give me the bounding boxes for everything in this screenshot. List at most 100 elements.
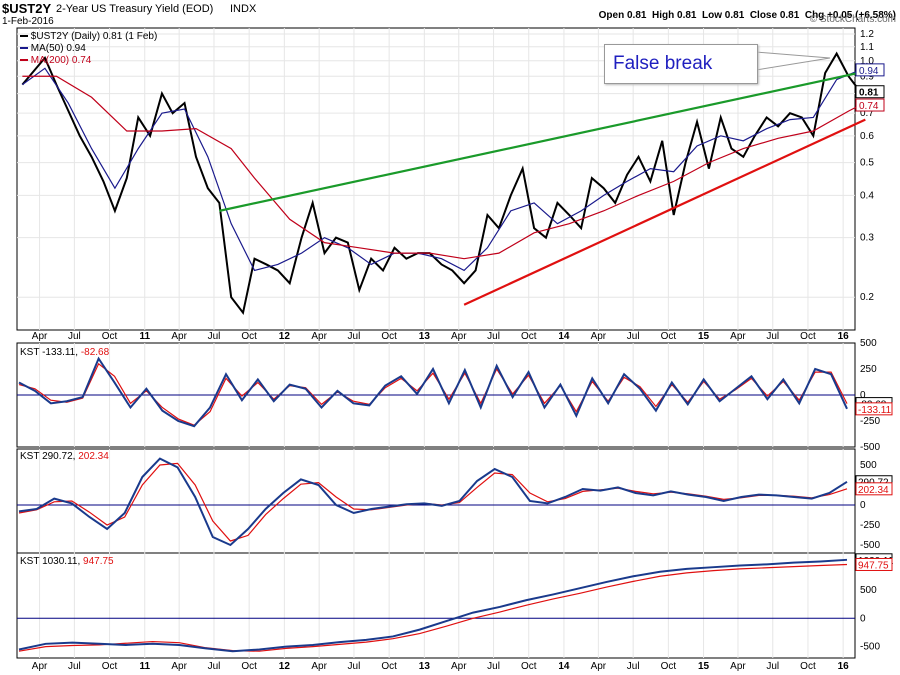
kst2-series-0 (18, 457, 848, 547)
legend-ma200: MA(200) 0.74 (20, 55, 91, 66)
legend-price-swatch (20, 35, 28, 38)
x-tick-label-0-1: Jul (68, 331, 81, 342)
x-tick-label-1-9: Jul (348, 661, 361, 672)
price-y-tick-9: 0.3 (860, 233, 874, 244)
kst1-label: KST (20, 347, 40, 358)
kst2-value-a: 290.72 (42, 451, 73, 462)
kst3-y-tick-1: 0 (860, 613, 866, 624)
x-tick-label-0-8: Apr (311, 331, 327, 342)
kst1-y-tick-2: 0 (860, 390, 866, 401)
legend-price: $UST2Y (Daily) 0.81 (1 Feb) (20, 31, 157, 42)
x-tick-label-0-6: Oct (241, 331, 257, 342)
kst1-legend: KST -133.11, -82.68 (20, 347, 110, 358)
x-tick-label-1-10: Oct (381, 661, 397, 672)
kst2-value-b: 202.34 (78, 451, 109, 462)
false-break-pointer (755, 51, 831, 71)
kst2-y-tick-0: 500 (860, 460, 877, 471)
x-tick-label-1-17: Jul (627, 661, 640, 672)
x-tick-label-1-0: Apr (32, 661, 48, 672)
x-tick-label-1-7: 12 (279, 661, 291, 672)
kst3-last-tag-1: 947.75 (858, 560, 889, 571)
x-tick-label-0-20: Apr (730, 331, 746, 342)
x-tick-label-0-21: Jul (766, 331, 779, 342)
x-tick-label-0-4: Apr (171, 331, 187, 342)
x-tick-label-0-5: Jul (208, 331, 221, 342)
legend-price-label: $UST2Y (Daily) 0.81 (1 Feb) (30, 31, 158, 42)
price-last-tag-box-ma50 (855, 63, 885, 77)
watermark: © StockCharts.com (809, 14, 896, 25)
x-tick-label-0-13: Jul (487, 331, 500, 342)
kst1-last-tag-box-1 (855, 402, 893, 416)
x-tick-label-1-5: Jul (208, 661, 221, 672)
x-tick-label-1-15: 14 (558, 661, 570, 672)
kst2-last-tag-box-1 (855, 482, 893, 496)
exchange: INDX (230, 3, 257, 15)
price-y-tick-8: 0.4 (860, 190, 874, 201)
x-tick-label-1-1: Jul (68, 661, 81, 672)
x-tick-label-0-9: Jul (348, 331, 361, 342)
x-tick-label-1-14: Oct (521, 661, 537, 672)
kst1-y-tick-0: 500 (860, 338, 877, 349)
price-y-tick-2: 1.0 (860, 56, 874, 67)
kst3-legend: KST 1030.11, 947.75 (20, 556, 114, 567)
x-tick-label-0-2: Oct (102, 331, 118, 342)
x-tick-label-1-3: 11 (139, 661, 150, 672)
x-tick-label-1-4: Apr (171, 661, 187, 672)
x-tick-label-1-19: 15 (698, 661, 710, 672)
x-tick-label-0-11: 13 (419, 331, 431, 342)
kst1-y-tick-1: 250 (860, 364, 877, 375)
x-tick-label-1-6: Oct (241, 661, 257, 672)
kst3-value-a: 1030.11 (42, 556, 78, 567)
x-tick-label-0-14: Oct (521, 331, 537, 342)
symbol-name: 2-Year US Treasury Yield (EOD) (56, 3, 214, 15)
x-tick-label-0-22: Oct (800, 331, 816, 342)
legend-ma50-label: MA(50) 0.94 (30, 43, 86, 54)
price-last-tag-close: 0.81 (859, 88, 879, 99)
x-tick-label-0-16: Apr (591, 331, 607, 342)
kst3-y-tick-0: 500 (860, 585, 877, 596)
chart-date-text: 1-Feb-2016 (2, 16, 54, 27)
x-tick-label-1-18: Oct (661, 661, 677, 672)
legend-ma200-label: MA(200) 0.74 (30, 55, 92, 66)
x-tick-label-1-8: Apr (311, 661, 327, 672)
x-tick-label-1-22: Oct (800, 661, 816, 672)
price-y-tick-1: 1.1 (860, 42, 874, 53)
chart-date: 1-Feb-2016 (0, 16, 900, 30)
x-tick-label-0-19: 15 (698, 331, 710, 342)
kst3-series-0 (18, 558, 848, 653)
x-tick-label-0-10: Oct (381, 331, 397, 342)
price-y-tick-5: 0.7 (860, 108, 874, 119)
x-tick-label-0-3: 11 (139, 331, 150, 342)
kst2-y-tick-3: -250 (860, 520, 880, 531)
kst2-label: KST (20, 451, 40, 462)
kst3-last-tag-box-1 (855, 557, 893, 571)
kst1-y-tick-4: -500 (860, 442, 880, 453)
x-tick-label-0-0: Apr (32, 331, 48, 342)
x-tick-label-0-23: 16 (838, 331, 850, 342)
kst1-last-tag-1: -133.11 (858, 405, 892, 416)
kst1-y-tick-3: -250 (860, 416, 880, 427)
price-last-tag-ma200: 0.74 (859, 101, 879, 112)
price-series-0 (21, 51, 862, 316)
chart-header: $UST2Y 2-Year US Treasury Yield (EOD) IN… (0, 1, 900, 21)
x-tick-label-1-20: Apr (730, 661, 746, 672)
x-tick-label-0-17: Jul (627, 331, 640, 342)
kst1-series-0 (18, 356, 848, 428)
price-last-tag-ma50: 0.94 (859, 66, 879, 77)
legend-ma200-swatch (20, 59, 28, 62)
price-y-tick-6: 0.6 (860, 131, 874, 142)
price-last-tag-box-close (855, 85, 885, 99)
legend-ma50-swatch (20, 47, 28, 50)
x-tick-label-1-13: Jul (487, 661, 500, 672)
x-tick-label-1-16: Apr (591, 661, 607, 672)
x-tick-label-0-7: 12 (279, 331, 291, 342)
kst1-value-b: -82.68 (80, 347, 110, 358)
x-tick-label-0-12: Apr (451, 331, 467, 342)
trendline-lower (463, 118, 866, 306)
kst2-y-tick-4: -500 (860, 540, 880, 551)
false-break-annotation: False break (604, 44, 758, 84)
kst3-value-b: 947.75 (83, 556, 114, 567)
ohlc-summary: Open 0.81 High 0.81 Low 0.81 Close 0.81 … (598, 10, 896, 21)
kst3-y-tick-2: -500 (860, 642, 880, 653)
trendline-upper (219, 70, 866, 212)
